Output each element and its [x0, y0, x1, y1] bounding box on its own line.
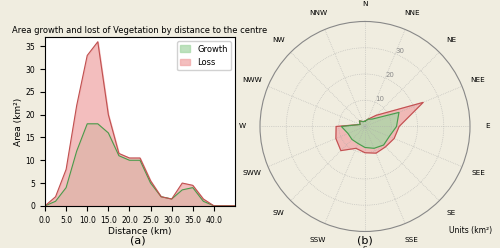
- Text: (b): (b): [357, 235, 373, 245]
- Y-axis label: Area (km²): Area (km²): [14, 97, 23, 146]
- Text: (a): (a): [130, 235, 146, 245]
- Title: Area growth and lost of Vegetation by distance to the centre: Area growth and lost of Vegetation by di…: [12, 26, 268, 35]
- Legend: Growth, Loss: Growth, Loss: [177, 41, 231, 70]
- Text: Units (km²): Units (km²): [450, 226, 492, 235]
- Polygon shape: [342, 112, 399, 148]
- X-axis label: Distance (km): Distance (km): [108, 227, 172, 236]
- Polygon shape: [336, 102, 423, 153]
